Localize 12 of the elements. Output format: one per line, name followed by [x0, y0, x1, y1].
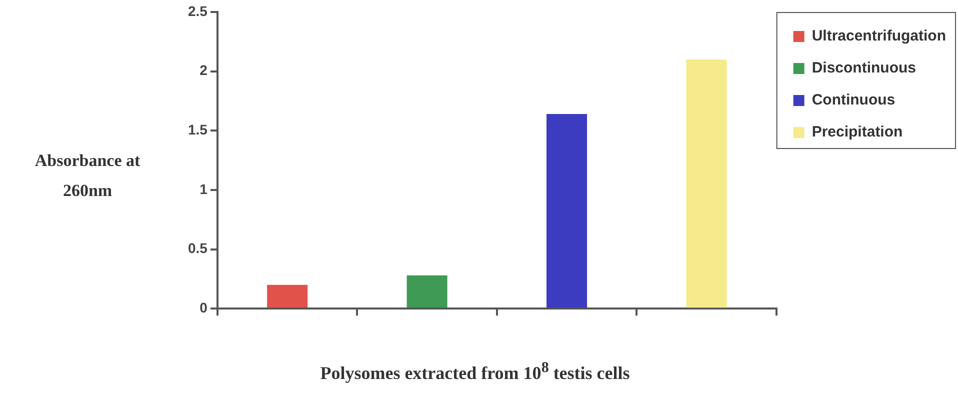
legend-label: Discontinuous [812, 60, 916, 77]
x-axis-title: Polysomes extracted from 10$^{8}$ testis cells [319, 360, 631, 384]
y-tick-label: 0.5 [188, 240, 208, 256]
legend-label: Ultracentrifugation [812, 28, 946, 45]
legend-label: Precipitation [812, 124, 903, 141]
y-tick-label: 1 [200, 180, 208, 197]
legend-label: Continuous [812, 92, 896, 109]
y-axis-title: Absorbance at 260nm [34, 150, 142, 202]
y-tick-label: 0 [200, 299, 208, 316]
y-tick-label: 1.5 [188, 122, 208, 138]
y-tick-label: 2 [200, 62, 208, 78]
y-tick-label: 2.5 [188, 2, 208, 19]
